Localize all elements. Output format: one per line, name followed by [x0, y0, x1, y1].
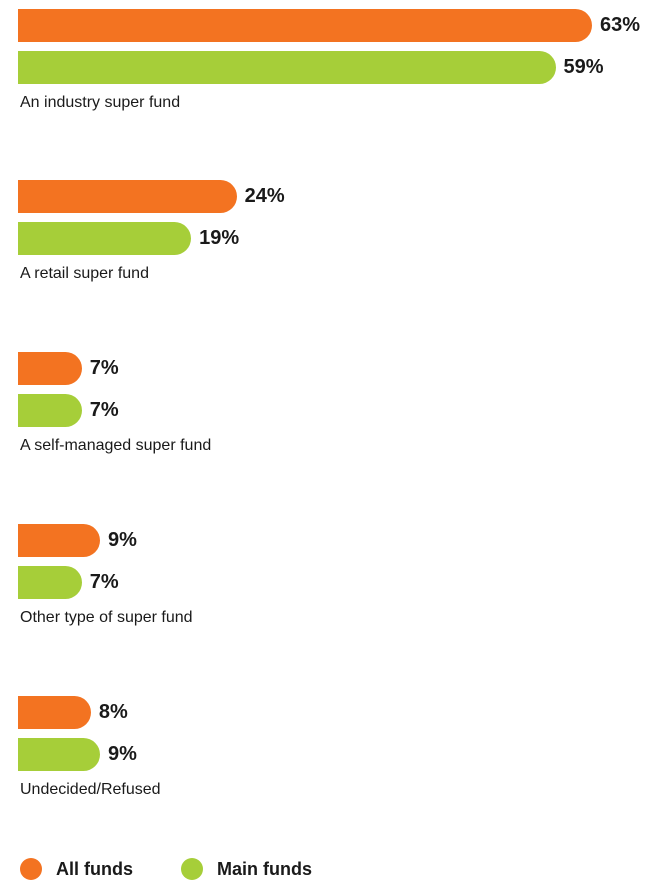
bar-all-funds-2 [18, 180, 237, 213]
legend: All funds Main funds [20, 858, 360, 880]
bar-all-funds-3 [18, 352, 82, 385]
data-label-main-funds-4: 7% [89, 571, 119, 593]
legend-label-main-funds: Main funds [217, 858, 312, 879]
legend-item-all-funds: All funds [20, 858, 133, 880]
data-label-all-funds-2: 24% [244, 185, 285, 207]
data-label-main-funds-5: 9% [108, 743, 137, 765]
legend-swatch-all-funds [20, 858, 42, 880]
legend-item-main-funds: Main funds [181, 858, 312, 880]
bar-all-funds-4 [18, 524, 100, 557]
bar-all-funds-5 [18, 696, 91, 729]
data-label-all-funds-1: 63% [600, 14, 641, 36]
bar-all-funds-1 [18, 9, 592, 42]
bar-main-funds-5 [18, 738, 100, 771]
data-label-all-funds-4: 9% [108, 529, 137, 551]
category-label-4: Other type of super fund [20, 609, 193, 626]
category-label-2: A retail super fund [20, 265, 149, 282]
data-label-all-funds-3: 7% [89, 357, 119, 379]
bar-main-funds-3 [18, 394, 82, 427]
data-label-main-funds-1: 59% [563, 56, 604, 78]
data-label-main-funds-3: 7% [89, 399, 119, 421]
data-label-all-funds-5: 8% [98, 701, 128, 723]
bar-main-funds-2 [18, 222, 192, 255]
category-label-1: An industry super fund [20, 94, 181, 111]
category-label-5: Undecided/Refused [20, 781, 161, 798]
legend-label-all-funds: All funds [56, 858, 133, 879]
bar-chart: 63% 59% An industry super fund 24% 19% A reta… [18, 9, 641, 798]
category-label-3: A self-managed super fund [20, 437, 212, 454]
bar-main-funds-1 [18, 51, 556, 84]
data-label-main-funds-2: 19% [199, 227, 240, 249]
bar-main-funds-4 [18, 566, 82, 599]
legend-swatch-main-funds [181, 858, 203, 880]
